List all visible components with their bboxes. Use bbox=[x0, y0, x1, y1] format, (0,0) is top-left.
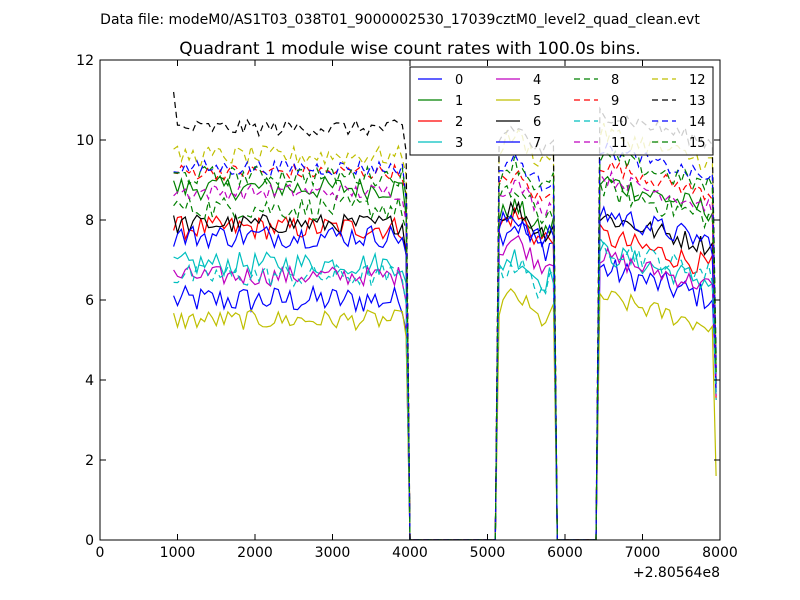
legend-label-14: 14 bbox=[689, 115, 706, 130]
y-tick-label: 10 bbox=[76, 133, 94, 149]
x-tick-label: 6000 bbox=[547, 545, 583, 561]
legend-label-12: 12 bbox=[689, 73, 706, 88]
legend-label-13: 13 bbox=[689, 94, 706, 109]
legend-box bbox=[409, 66, 714, 156]
x-tick-label: 5000 bbox=[470, 545, 506, 561]
legend-label-1: 1 bbox=[455, 94, 463, 109]
y-tick-label: 2 bbox=[85, 453, 94, 469]
series-line-11 bbox=[173, 169, 717, 540]
legend-label-6: 6 bbox=[533, 115, 541, 130]
series-line-6 bbox=[173, 200, 717, 540]
series-line-10 bbox=[173, 236, 717, 540]
series-line-2 bbox=[173, 206, 717, 540]
legend-label-15: 15 bbox=[689, 136, 706, 151]
x-tick-label: 4000 bbox=[392, 545, 428, 561]
x-tick-label: 8000 bbox=[702, 545, 738, 561]
series-line-7 bbox=[173, 205, 717, 540]
legend-label-3: 3 bbox=[455, 136, 463, 151]
x-tick-label: 2000 bbox=[237, 545, 273, 561]
legend-label-0: 0 bbox=[455, 73, 463, 88]
legend-label-4: 4 bbox=[533, 73, 541, 88]
series-line-4 bbox=[173, 234, 717, 540]
series-line-15 bbox=[173, 150, 717, 540]
legend-label-5: 5 bbox=[533, 94, 541, 109]
y-tick-label: 8 bbox=[85, 213, 94, 229]
figure-suptitle: Data file: modeM0/AS1T03_038T01_90000025… bbox=[100, 12, 700, 28]
x-tick-label: 1000 bbox=[160, 545, 196, 561]
legend-label-8: 8 bbox=[611, 73, 619, 88]
axis-ticks: 0 1000 2000 3000 4000 5000 6000 7000 80000246810… bbox=[76, 53, 738, 561]
x-tick-label: 7000 bbox=[625, 545, 661, 561]
x-tick-label: 3000 bbox=[315, 545, 351, 561]
legend-label-7: 7 bbox=[533, 136, 541, 151]
legend-label-11: 11 bbox=[611, 136, 628, 151]
x-axis-offset-label: +2.80564e8 bbox=[633, 565, 720, 581]
series-line-1 bbox=[173, 174, 717, 540]
legend-label-2: 2 bbox=[455, 115, 463, 130]
series-line-5 bbox=[173, 288, 717, 540]
y-tick-label: 4 bbox=[85, 373, 94, 389]
x-tick-label: 0 bbox=[96, 545, 105, 561]
legend-label-9: 9 bbox=[611, 94, 619, 109]
series-line-3 bbox=[173, 241, 717, 540]
legend-label-10: 10 bbox=[611, 115, 628, 130]
y-tick-label: 0 bbox=[85, 533, 94, 549]
y-tick-label: 12 bbox=[76, 53, 94, 69]
chart-title: Quadrant 1 module wise count rates with … bbox=[179, 39, 640, 59]
y-tick-label: 6 bbox=[85, 293, 94, 309]
series-line-12 bbox=[173, 122, 717, 540]
